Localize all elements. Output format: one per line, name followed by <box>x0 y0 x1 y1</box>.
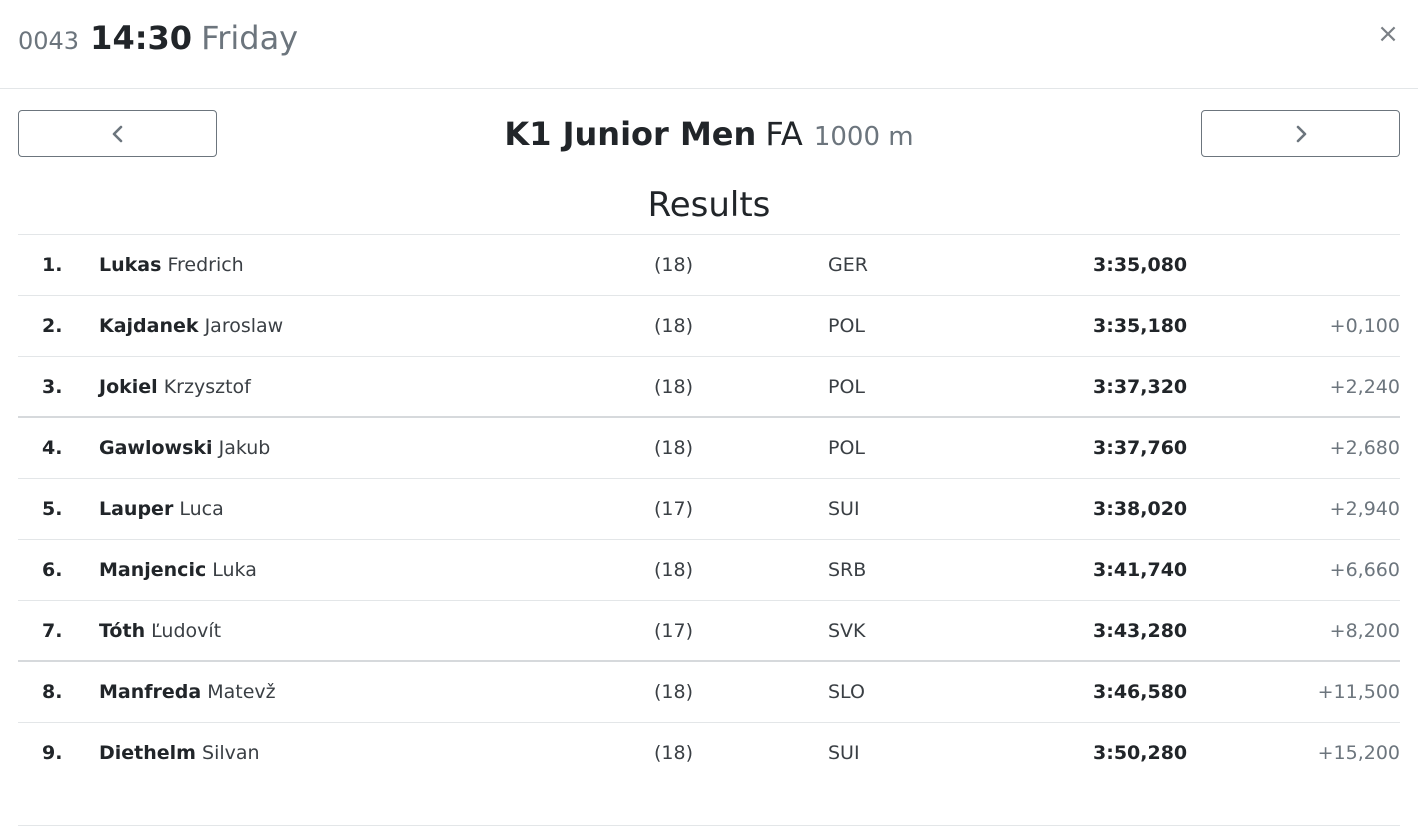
previous-race-button[interactable] <box>18 110 217 157</box>
athlete-name: Kajdanek Jaroslaw <box>99 296 283 357</box>
result-time: 3:35,080 <box>1093 254 1188 276</box>
athlete-age: (18) <box>654 315 694 337</box>
athlete-nation: POL <box>828 376 865 398</box>
athlete-age: (17) <box>654 620 694 642</box>
athlete-surname: Lauper <box>99 498 174 520</box>
result-time: 3:50,280 <box>1093 742 1188 764</box>
athlete-surname: Tóth <box>99 620 146 642</box>
athlete-name: Jokiel Krzysztof <box>99 357 251 418</box>
athlete-surname: Jokiel <box>99 376 158 398</box>
result-gap: +2,940 <box>1329 498 1400 520</box>
result-time: 3:35,180 <box>1093 315 1188 337</box>
chevron-left-icon <box>112 125 122 142</box>
table-row: 8. Manfreda Matevž (18) SLO 3:46,580 +11… <box>18 662 1400 723</box>
rank: 3. <box>42 376 63 398</box>
table-row: 6. Manjencic Luka (18) SRB 3:41,740 +6,6… <box>18 540 1400 601</box>
athlete-nation: POL <box>828 437 865 459</box>
athlete-name: Tóth Ľudovít <box>99 601 221 662</box>
table-row: 2. Kajdanek Jaroslaw (18) POL 3:35,180 +… <box>18 296 1400 357</box>
result-gap: +15,200 <box>1317 742 1400 764</box>
table-row: 3. Jokiel Krzysztof (18) POL 3:37,320 +2… <box>18 357 1400 418</box>
athlete-given-name: Jaroslaw <box>204 315 284 337</box>
result-time: 3:46,580 <box>1093 681 1188 703</box>
results-heading: Results <box>647 185 771 225</box>
athlete-nation: GER <box>828 254 868 276</box>
athlete-age: (18) <box>654 559 694 581</box>
athlete-name: Diethelm Silvan <box>99 723 260 784</box>
result-time: 3:43,280 <box>1093 620 1188 642</box>
table-row: 1. Lukas Fredrich (18) GER 3:35,080 <box>18 235 1400 296</box>
athlete-age: (18) <box>654 254 694 276</box>
athlete-nation: SUI <box>828 742 860 764</box>
athlete-age: (18) <box>654 376 694 398</box>
athlete-nation: SRB <box>828 559 867 581</box>
modal-header: 0043 14:30 Friday × <box>0 0 1418 89</box>
athlete-nation: SUI <box>828 498 860 520</box>
race-day: Friday <box>201 19 299 57</box>
result-time: 3:38,020 <box>1093 498 1188 520</box>
event-phase: FA <box>765 115 803 153</box>
result-gap: +2,680 <box>1329 437 1400 459</box>
result-gap: +0,100 <box>1329 315 1400 337</box>
result-gap: +11,500 <box>1317 681 1400 703</box>
chevron-right-icon <box>1296 125 1306 142</box>
results-table: 1. Lukas Fredrich (18) GER 3:35,080 2. K… <box>18 234 1400 784</box>
athlete-surname: Manjencic <box>99 559 207 581</box>
race-time: 14:30 <box>90 19 193 57</box>
result-time: 3:37,320 <box>1093 376 1188 398</box>
modal-footer-divider <box>18 825 1400 826</box>
result-time: 3:37,760 <box>1093 437 1188 459</box>
rank: 8. <box>42 681 63 703</box>
athlete-name: Manjencic Luka <box>99 540 257 601</box>
athlete-given-name: Krzysztof <box>163 376 251 398</box>
event-title: K1 Junior Men FA 1000 m <box>0 110 1418 164</box>
race-number: 0043 <box>18 27 80 55</box>
athlete-name: Gawlowski Jakub <box>99 418 270 479</box>
rank: 7. <box>42 620 63 642</box>
table-row: 9. Diethelm Silvan (18) SUI 3:50,280 +15… <box>18 723 1400 784</box>
athlete-given-name: Luca <box>179 498 224 520</box>
rank: 1. <box>42 254 63 276</box>
race-header-title: 0043 14:30 Friday <box>18 18 298 64</box>
athlete-nation: SLO <box>828 681 865 703</box>
athlete-age: (18) <box>654 681 694 703</box>
athlete-given-name: Jakub <box>218 437 271 459</box>
athlete-name: Manfreda Matevž <box>99 662 276 723</box>
close-icon: × <box>1377 19 1399 49</box>
result-gap: +8,200 <box>1329 620 1400 642</box>
close-button[interactable]: × <box>1376 18 1400 50</box>
athlete-name: Lauper Luca <box>99 479 224 540</box>
athlete-nation: POL <box>828 315 865 337</box>
event-name: K1 Junior Men <box>504 115 757 153</box>
athlete-age: (17) <box>654 498 694 520</box>
athlete-nation: SVK <box>828 620 866 642</box>
rank: 6. <box>42 559 63 581</box>
table-row: 4. Gawlowski Jakub (18) POL 3:37,760 +2,… <box>18 418 1400 479</box>
athlete-given-name: Silvan <box>202 742 260 764</box>
rank: 5. <box>42 498 63 520</box>
event-distance: 1000 m <box>813 122 914 152</box>
athlete-given-name: Luka <box>212 559 257 581</box>
result-gap: +6,660 <box>1329 559 1400 581</box>
athlete-surname: Gawlowski <box>99 437 213 459</box>
rank: 9. <box>42 742 63 764</box>
athlete-surname: Manfreda <box>99 681 202 703</box>
result-time: 3:41,740 <box>1093 559 1188 581</box>
rank: 2. <box>42 315 63 337</box>
athlete-given-name: Ľudovít <box>151 620 222 642</box>
athlete-given-name: Fredrich <box>167 254 244 276</box>
rank: 4. <box>42 437 63 459</box>
athlete-surname: Diethelm <box>99 742 196 764</box>
result-gap: +2,240 <box>1329 376 1400 398</box>
athlete-surname: Lukas <box>99 254 162 276</box>
table-row: 5. Lauper Luca (17) SUI 3:38,020 +2,940 <box>18 479 1400 540</box>
athlete-age: (18) <box>654 742 694 764</box>
athlete-name: Lukas Fredrich <box>99 235 244 296</box>
next-race-button[interactable] <box>1201 110 1400 157</box>
athlete-given-name: Matevž <box>207 681 276 703</box>
athlete-surname: Kajdanek <box>99 315 199 337</box>
athlete-age: (18) <box>654 437 694 459</box>
table-row: 7. Tóth Ľudovít (17) SVK 3:43,280 +8,200 <box>18 601 1400 662</box>
